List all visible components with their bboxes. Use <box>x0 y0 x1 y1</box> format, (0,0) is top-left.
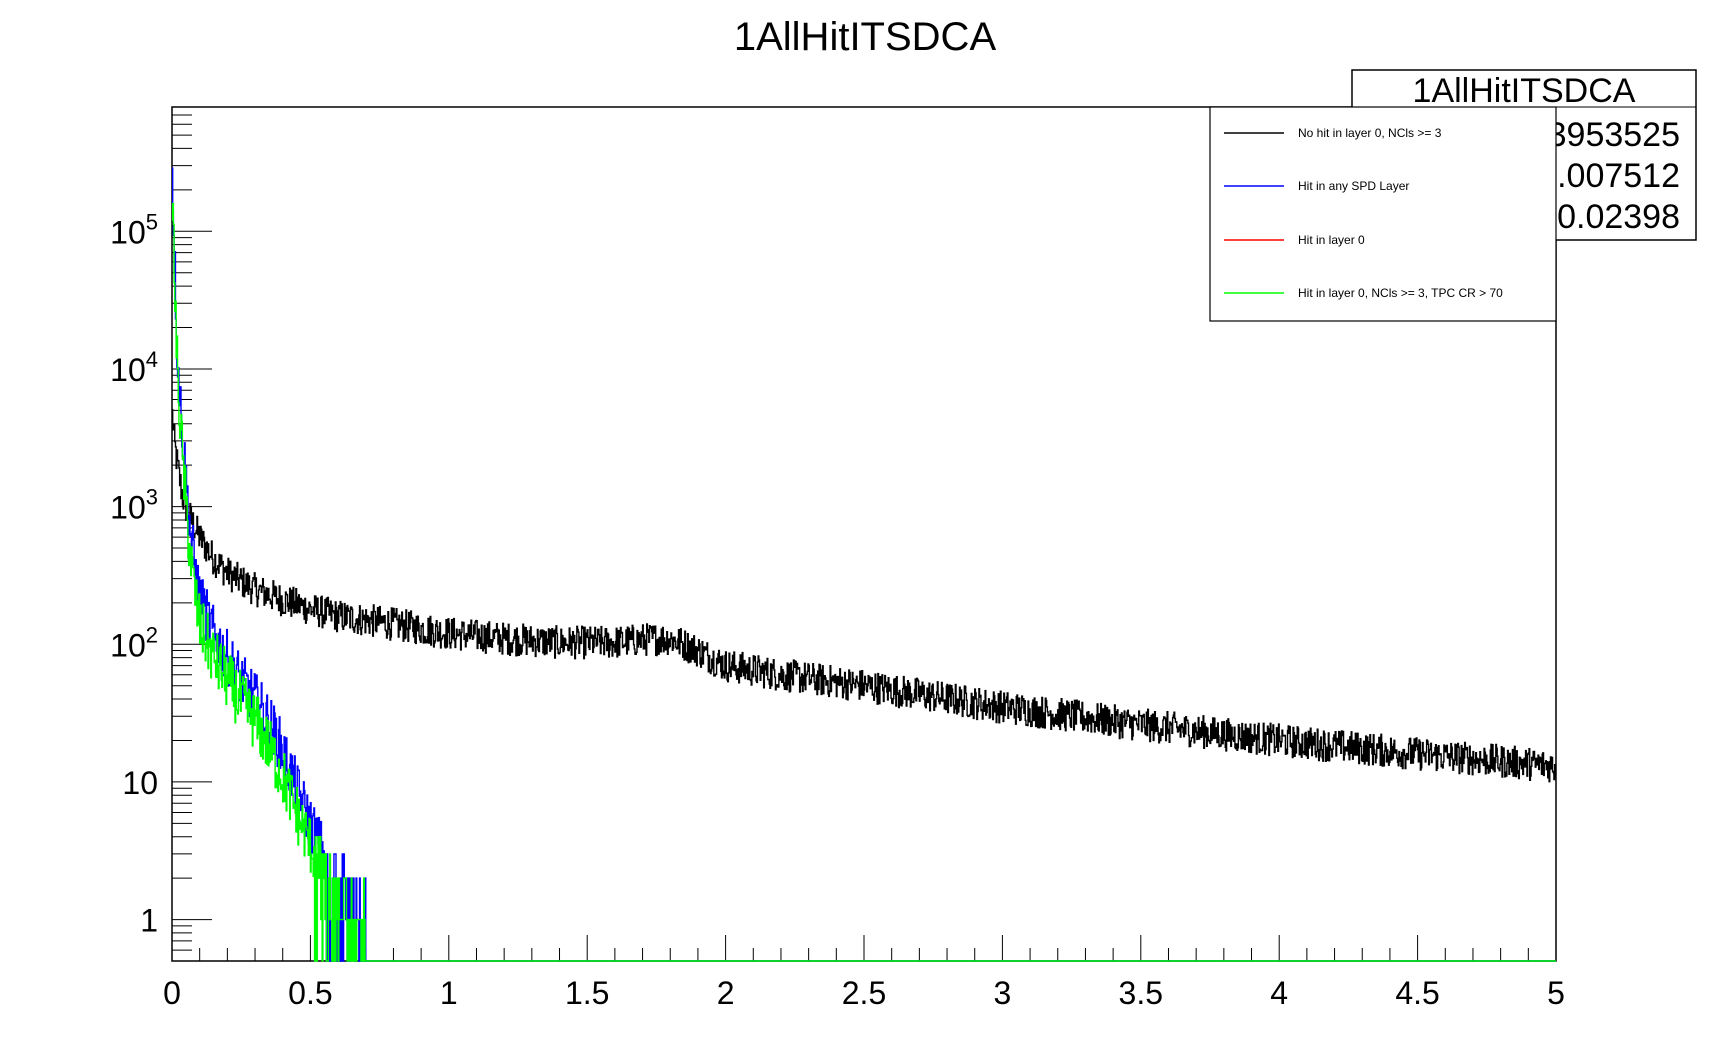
y-tick-label: 103 <box>110 485 158 526</box>
legend-label: Hit in layer 0 <box>1298 233 1365 247</box>
x-tick-label: 4.5 <box>1395 975 1439 1011</box>
series-line-0 <box>171 408 1557 783</box>
x-tick-label: 2 <box>717 975 735 1011</box>
plot-area: 0 0.5 1 1.5 2 2.5 3 3.5 4 4.5 5 1 10 102 103 104 105 <box>110 106 1565 1011</box>
x-tick-label: 0.5 <box>288 975 332 1011</box>
legend-frame <box>1209 106 1557 322</box>
y-tick-label: 104 <box>110 347 158 388</box>
stats-box-line: 0.02398 <box>1557 198 1680 236</box>
legend-label: Hit in any SPD Layer <box>1298 179 1409 193</box>
stats-box-line: .007512 <box>1557 157 1680 195</box>
stats-box-line: 3953525 <box>1548 116 1680 154</box>
stats-box-title: 1AllHitITSDCA <box>1413 72 1636 110</box>
series-line-3 <box>171 202 1556 962</box>
x-tick-label: 4 <box>1270 975 1288 1011</box>
y-tick-label: 102 <box>110 622 158 663</box>
x-tick-label: 0 <box>163 975 181 1011</box>
x-tick-label: 1 <box>440 975 458 1011</box>
y-tick-label: 1 <box>140 903 158 939</box>
legend-label: No hit in layer 0, NCls >= 3 <box>1298 126 1442 140</box>
x-tick-label: 2.5 <box>842 975 886 1011</box>
y-tick-label: 10 <box>122 765 158 801</box>
y-tick-label: 105 <box>110 209 158 250</box>
x-tick-label: 1.5 <box>565 975 609 1011</box>
chart-title: 1AllHitITSDCA <box>734 15 997 59</box>
x-tick-label: 3 <box>994 975 1012 1011</box>
legend: No hit in layer 0, NCls >= 3 Hit in any … <box>1209 106 1557 322</box>
legend-label: Hit in layer 0, NCls >= 3, TPC CR > 70 <box>1298 286 1503 300</box>
x-tick-label: 5 <box>1547 975 1565 1011</box>
x-tick-label: 3.5 <box>1119 975 1163 1011</box>
